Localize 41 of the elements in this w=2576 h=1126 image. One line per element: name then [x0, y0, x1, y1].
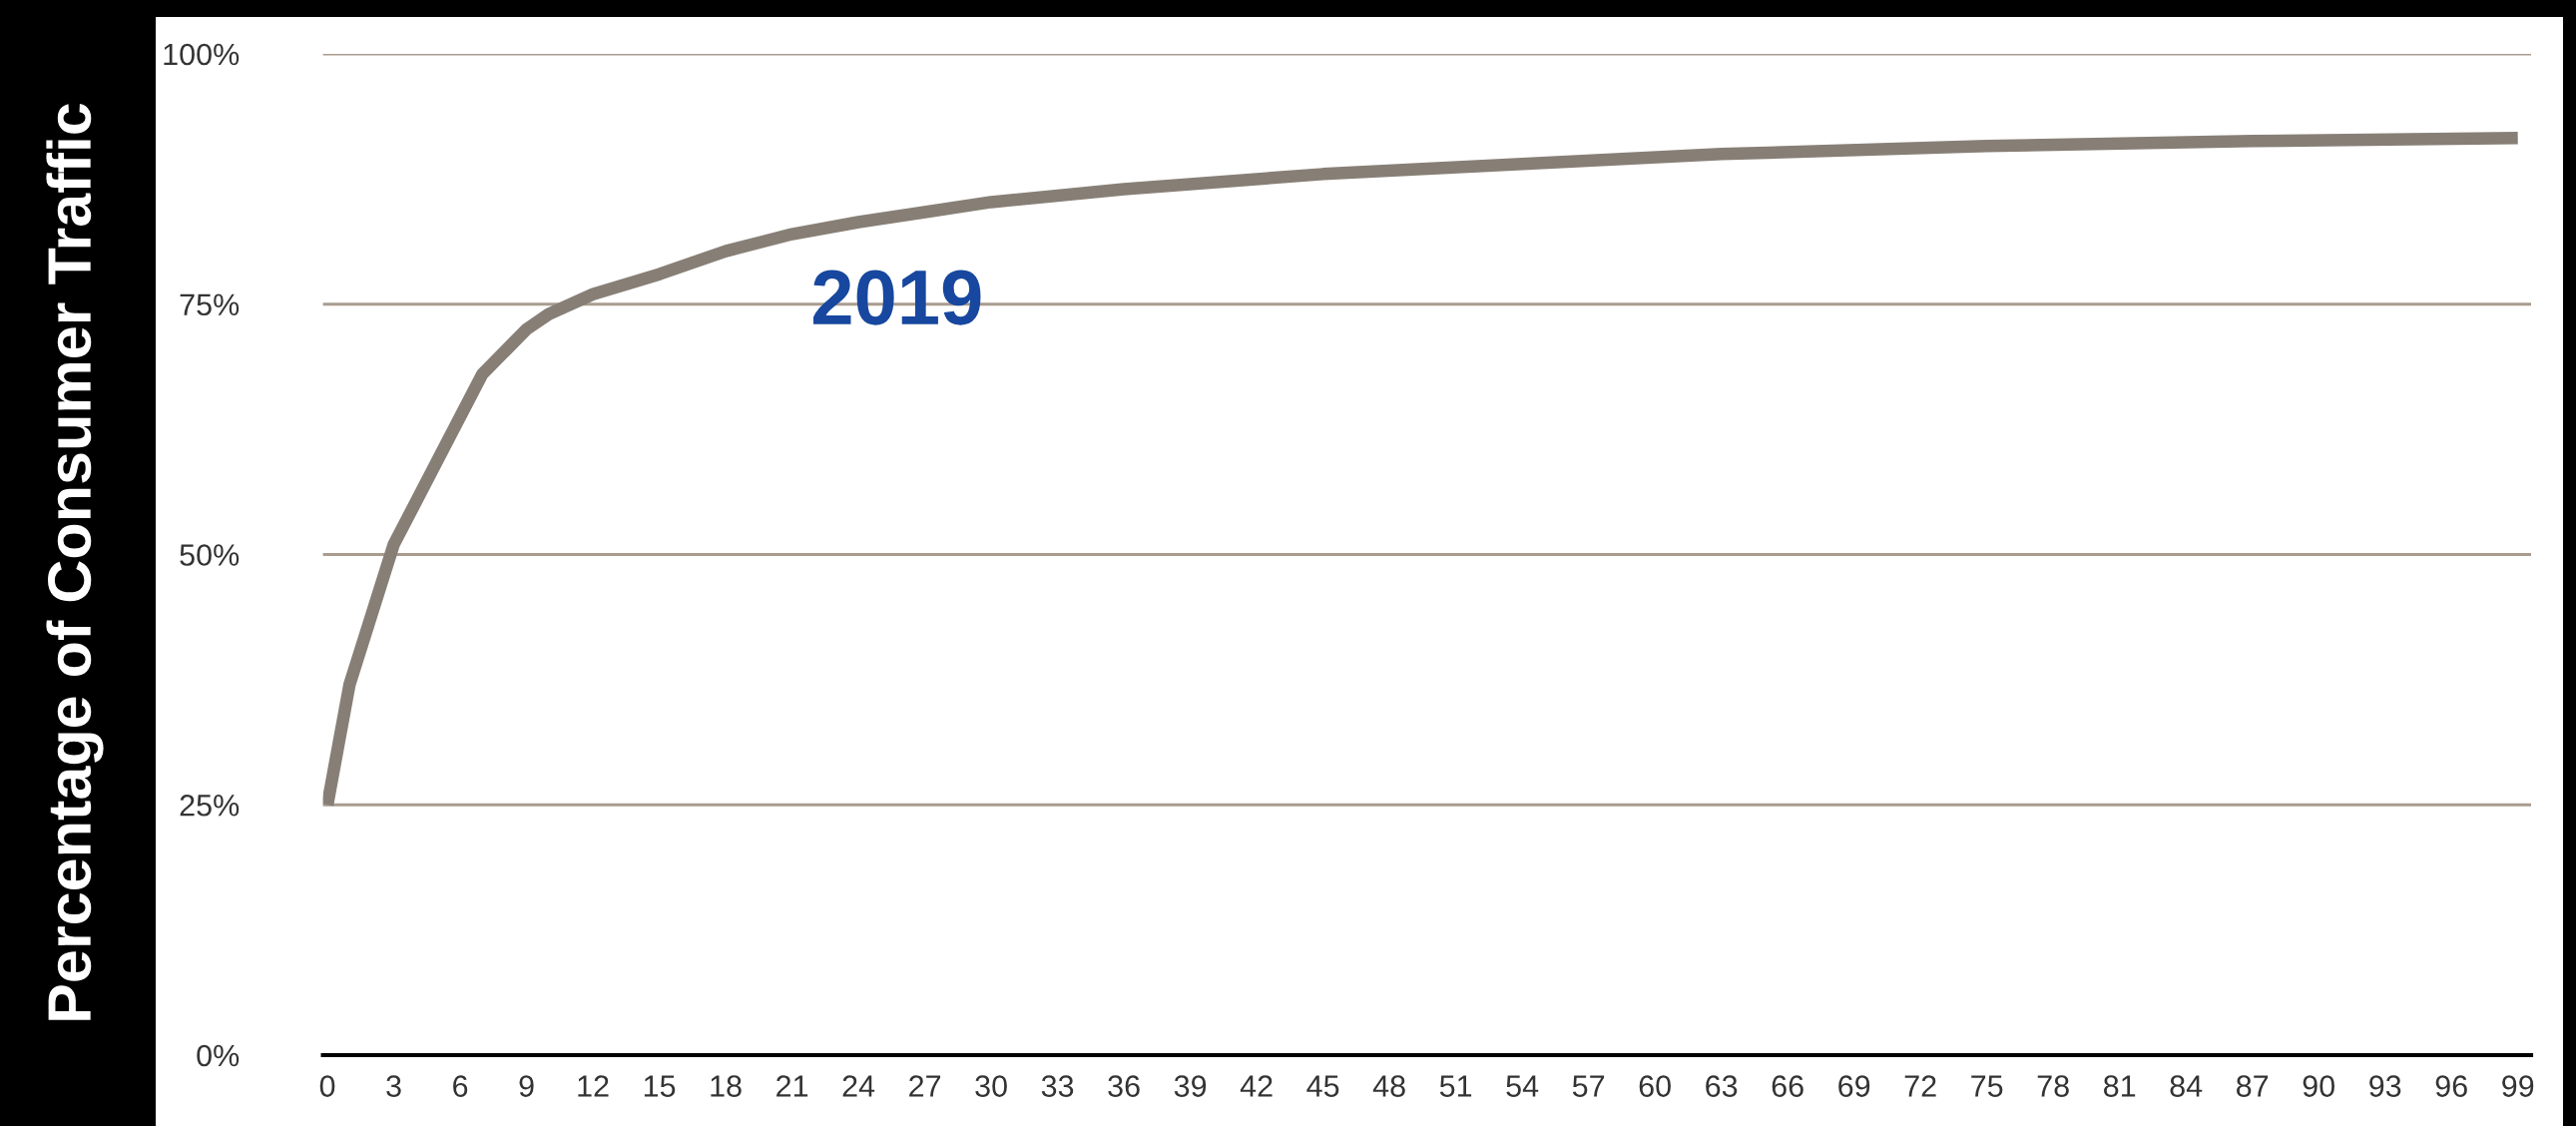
x-tick-label: 81 [2104, 1075, 2136, 1097]
x-tick-label: 30 [975, 1075, 1007, 1097]
x-tick-label: 75 [1971, 1075, 2003, 1097]
x-tick-label: 48 [1372, 1075, 1405, 1097]
x-tick-label: 39 [1174, 1075, 1207, 1097]
y-axis-title: Percentage of Consumer Traffic [46, 103, 104, 1020]
x-tick-label: 24 [842, 1075, 875, 1097]
x-tick-label: 42 [1240, 1075, 1273, 1097]
annotation: 2019 [813, 270, 981, 325]
y-tick-label: 100% [164, 43, 240, 66]
x-tick-label: 18 [711, 1075, 742, 1097]
x-tick-label: 27 [909, 1075, 941, 1097]
x-tick-label: 21 [776, 1075, 808, 1097]
y-tick-label: 75% [180, 293, 240, 316]
y-tick-label: 0% [197, 1044, 240, 1067]
x-tick-label: 36 [1108, 1075, 1140, 1097]
x-tick-label: 15 [644, 1075, 676, 1097]
y-tick-label: 25% [180, 794, 240, 817]
x-tick-label: 33 [1041, 1075, 1074, 1097]
x-tick-label: 3 [386, 1075, 401, 1097]
y-tick-label: 50% [180, 544, 240, 566]
x-tick-label: 9 [519, 1075, 534, 1097]
x-tick-label: 57 [1572, 1075, 1605, 1097]
x-tick-label: 60 [1639, 1075, 1671, 1097]
x-tick-label: 84 [2170, 1075, 2203, 1097]
x-tick-label: 90 [2303, 1075, 2334, 1097]
x-tick-label: 87 [2237, 1075, 2269, 1097]
x-tick-label: 96 [2435, 1075, 2467, 1097]
x-tick-label: 0 [319, 1075, 335, 1097]
x-tick-label: 99 [2502, 1075, 2534, 1097]
x-tick-label: 54 [1506, 1075, 1539, 1097]
x-tick-label: 12 [578, 1075, 609, 1097]
x-tick-label: 93 [2369, 1075, 2401, 1097]
x-tick-label: 63 [1706, 1075, 1738, 1097]
x-tick-label: 6 [453, 1075, 468, 1097]
x-tick-label: 69 [1838, 1075, 1870, 1097]
x-tick-label: 45 [1306, 1075, 1339, 1097]
x-tick-label: 66 [1772, 1075, 1803, 1097]
x-tick-label: 78 [2037, 1075, 2069, 1097]
x-tick-label: 51 [1439, 1075, 1472, 1097]
x-tick-label: 72 [1904, 1075, 1936, 1097]
